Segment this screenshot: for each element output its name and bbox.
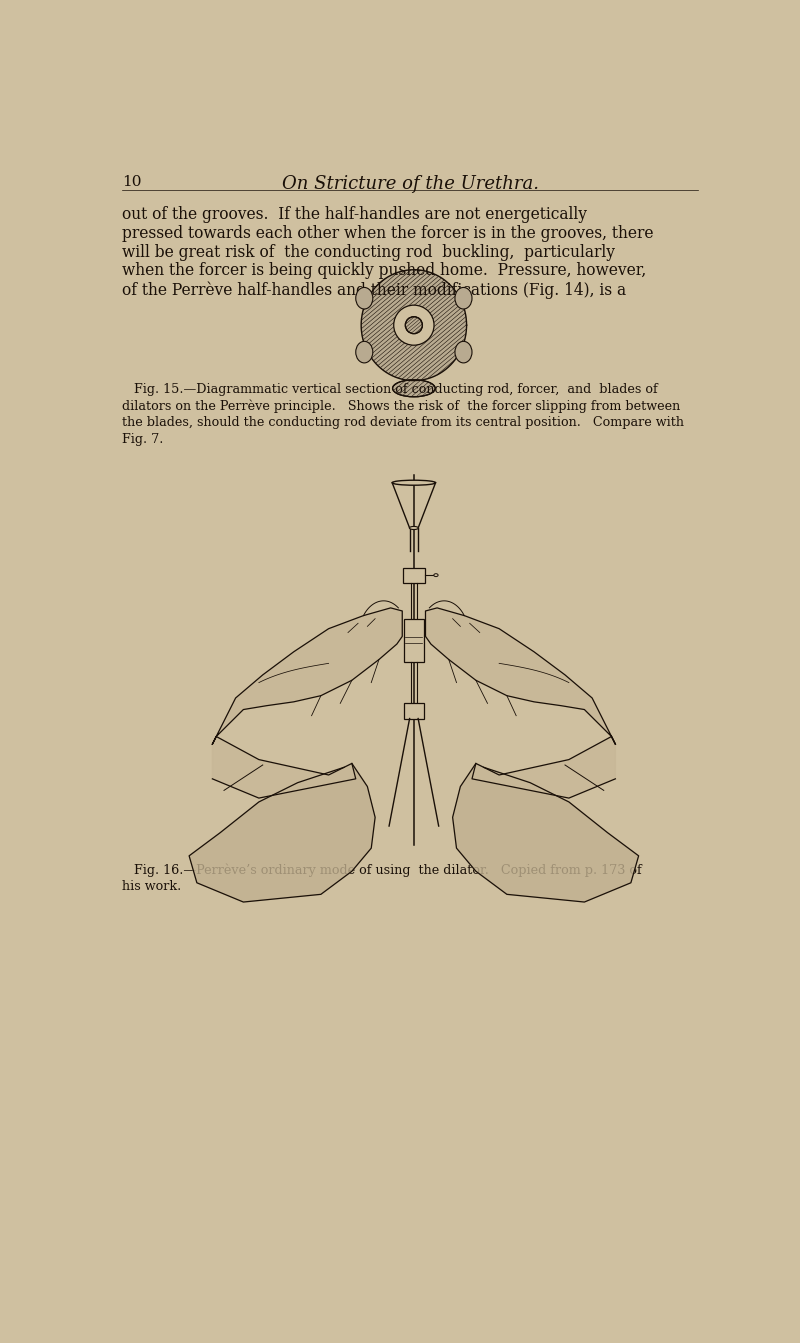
Ellipse shape [406, 317, 422, 333]
Text: pressed towards each other when the forcer is in the grooves, there: pressed towards each other when the forc… [122, 224, 654, 242]
Bar [404, 619, 424, 662]
Text: dilators on the Perrève principle.   Shows the risk of  the forcer slipping from: dilators on the Perrève principle. Shows… [122, 399, 680, 414]
Ellipse shape [410, 526, 418, 529]
Ellipse shape [455, 341, 472, 363]
Text: On Stricture of the Urethra.: On Stricture of the Urethra. [282, 175, 538, 193]
Text: out of the grooves.  If the half-handles are not energetically: out of the grooves. If the half-handles … [122, 205, 586, 223]
Polygon shape [392, 482, 435, 528]
Ellipse shape [455, 287, 472, 309]
Bar [404, 704, 424, 719]
Text: 10: 10 [122, 175, 141, 189]
Ellipse shape [356, 341, 373, 363]
Polygon shape [189, 763, 375, 902]
Polygon shape [212, 608, 402, 744]
Text: Fig. 16.—Perrève’s ordinary mode of using  the dilator.   Copied from p. 173 of: Fig. 16.—Perrève’s ordinary mode of usin… [122, 864, 642, 877]
Text: will be great risk of  the conducting rod  buckling,  particularly: will be great risk of the conducting rod… [122, 243, 614, 261]
Polygon shape [453, 763, 638, 902]
Ellipse shape [394, 305, 434, 345]
Bar [402, 568, 425, 583]
Polygon shape [361, 270, 466, 380]
Polygon shape [426, 608, 615, 744]
Text: the blades, should the conducting rod deviate from its central position.   Compa: the blades, should the conducting rod de… [122, 416, 684, 428]
Ellipse shape [392, 481, 435, 485]
Polygon shape [212, 736, 356, 798]
Text: his work.: his work. [122, 881, 181, 893]
Text: Fig. 7.: Fig. 7. [122, 432, 163, 446]
Text: when the forcer is being quickly pushed home.  Pressure, however,: when the forcer is being quickly pushed … [122, 262, 646, 279]
Text: Fig. 15.—Diagrammatic vertical section of conducting rod, forcer,  and  blades o: Fig. 15.—Diagrammatic vertical section o… [122, 383, 658, 396]
Text: of the Perrève half-handles and their modifications (Fig. 14), is a: of the Perrève half-handles and their mo… [122, 281, 626, 298]
Ellipse shape [434, 573, 438, 576]
Ellipse shape [356, 287, 373, 309]
Polygon shape [472, 736, 615, 798]
Ellipse shape [393, 380, 435, 396]
